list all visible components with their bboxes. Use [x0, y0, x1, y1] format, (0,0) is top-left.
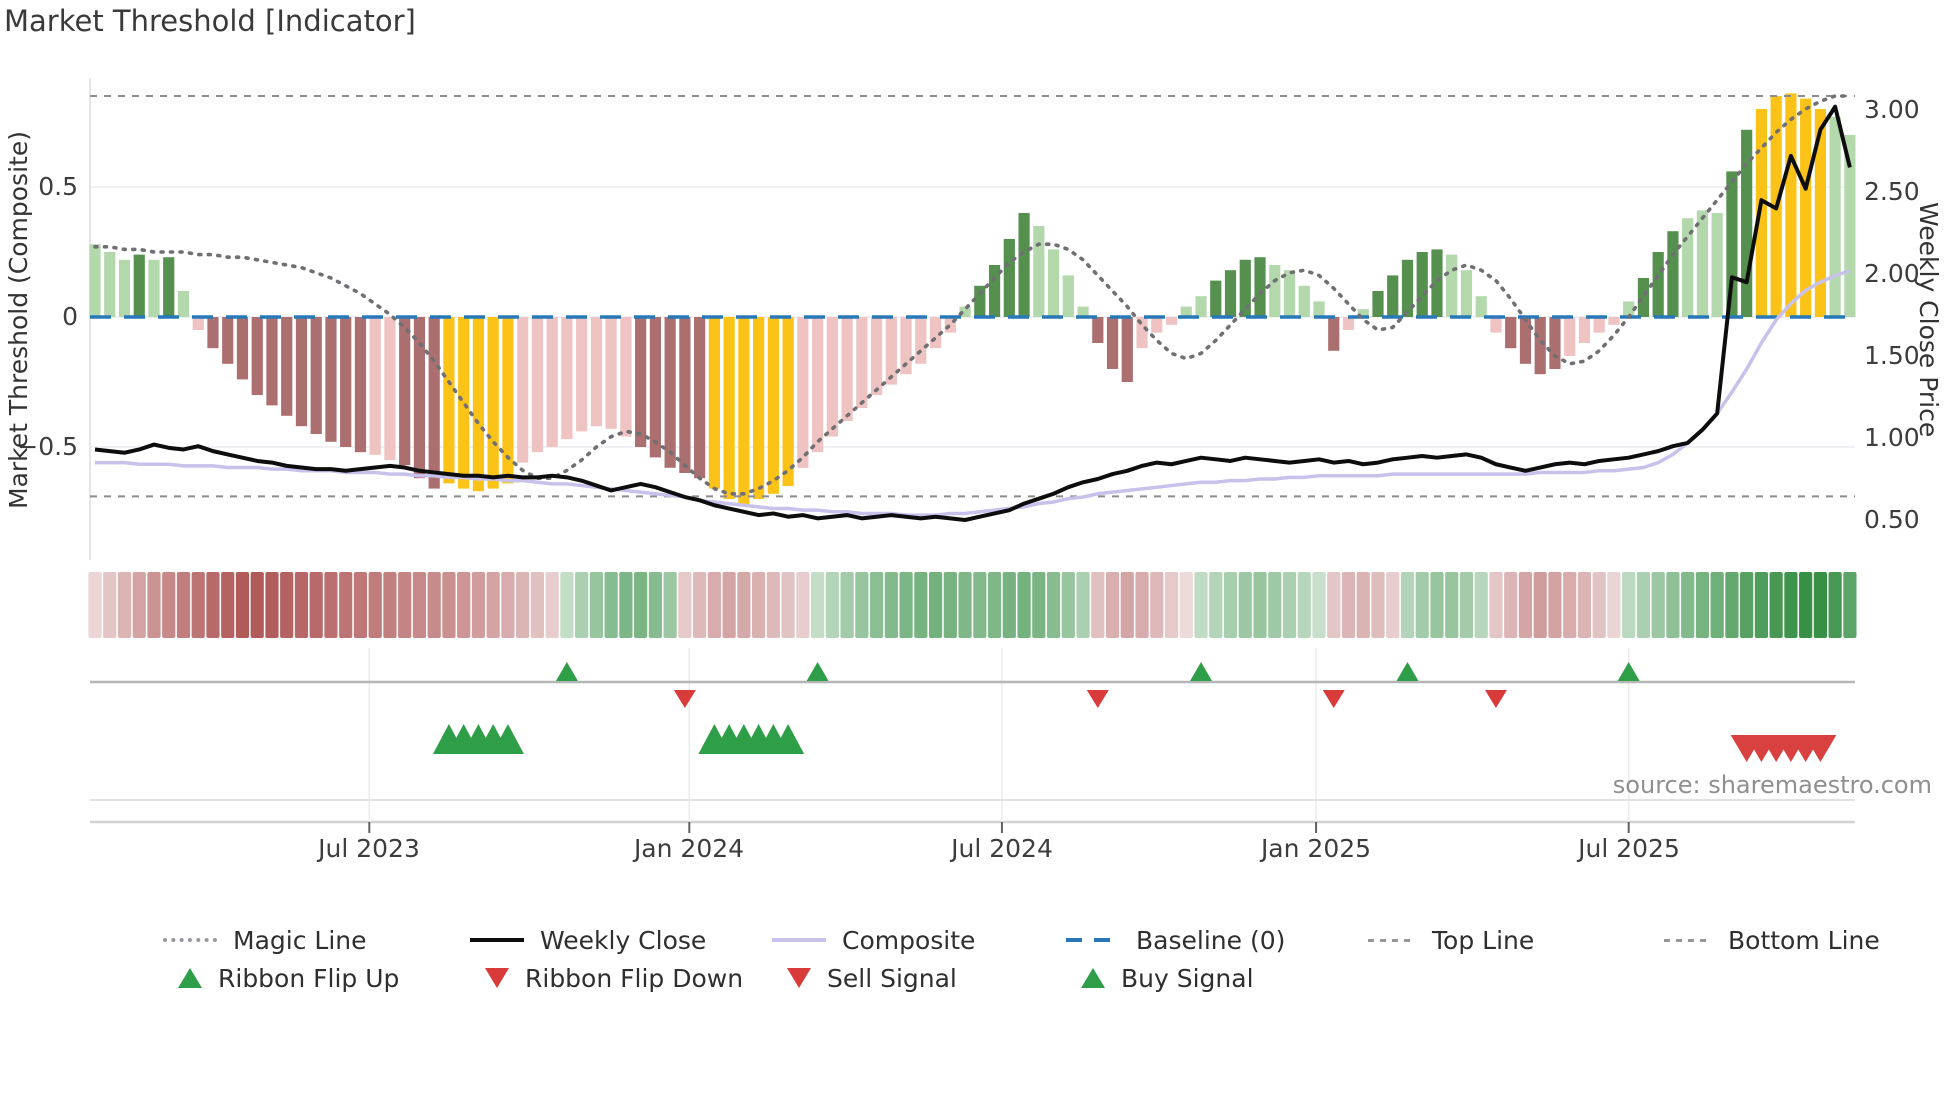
right-tick-3_00: 3.00 [1864, 95, 1920, 124]
gridlines [89, 78, 1855, 560]
legend-item-bottom-line: Bottom Line [1664, 924, 1880, 956]
buy-signal-icon [1081, 968, 1105, 988]
weekly-close-line [94, 104, 1852, 522]
right-tick-2_50: 2.50 [1864, 177, 1920, 206]
ribbon-flip-down-markers [673, 690, 1507, 708]
x-tick-jul-2023: Jul 2023 [318, 834, 420, 863]
x-tick-jan-2025: Jan 2025 [1260, 834, 1372, 863]
x-tick-jul-2024: Jul 2024 [951, 834, 1053, 863]
chart-title: Market Threshold [Indicator] [4, 4, 416, 38]
composite-swatch [772, 938, 826, 942]
right-tick-0_50: 0.50 [1864, 505, 1920, 534]
ribbon-flip-down-icon [485, 968, 509, 988]
legend-item-composite: Composite [772, 924, 975, 956]
magic-line [93, 94, 1852, 496]
legend-item-magic-line: Magic Line [163, 924, 367, 956]
threshold-lines [90, 95, 1855, 498]
ribbon-flip-up-markers [555, 662, 1640, 681]
right-axis-label: Weekly Close Price [1914, 202, 1943, 438]
x-tick-jul-2025: Jul 2025 [1578, 834, 1680, 863]
top-line-swatch [1368, 938, 1416, 942]
weekly-close-swatch [470, 938, 524, 942]
composite-bars [89, 93, 1856, 505]
legend-item-buy-signal: Buy Signal [1081, 962, 1254, 994]
source-credit: source: sharemaestro.com [1612, 771, 1932, 799]
sell-signal-icon [787, 968, 811, 988]
left-tick-0_5: 0.5 [38, 172, 78, 201]
legend-item-ribbon-flip-up: Ribbon Flip Up [178, 962, 399, 994]
ribbon-flip-up-icon [178, 968, 202, 988]
left-tick-0: 0 [62, 302, 78, 331]
baseline-swatch [1066, 938, 1120, 942]
legend-item-baseline: Baseline (0) [1066, 924, 1285, 956]
legend-item-top-line: Top Line [1368, 924, 1534, 956]
magic-line-swatch [163, 938, 217, 942]
sell-signal-markers [1730, 735, 1837, 762]
x-tick-jan-2024: Jan 2024 [633, 834, 745, 863]
right-tick-1_50: 1.50 [1864, 341, 1920, 370]
legend-item-ribbon-flip-down: Ribbon Flip Down [485, 962, 743, 994]
right-tick-2_00: 2.00 [1864, 259, 1920, 288]
left-tick-neg0_5: −0.5 [17, 432, 78, 461]
bottom-line-swatch [1664, 938, 1712, 942]
heat-ribbon [88, 572, 1857, 638]
buy-signal-markers [432, 724, 805, 754]
composite-line [95, 269, 1851, 517]
legend-item-sell-signal: Sell Signal [787, 962, 957, 994]
legend-item-weekly-close: Weekly Close [470, 924, 706, 956]
signal-panel [90, 648, 1855, 833]
right-tick-1_00: 1.00 [1864, 423, 1920, 452]
